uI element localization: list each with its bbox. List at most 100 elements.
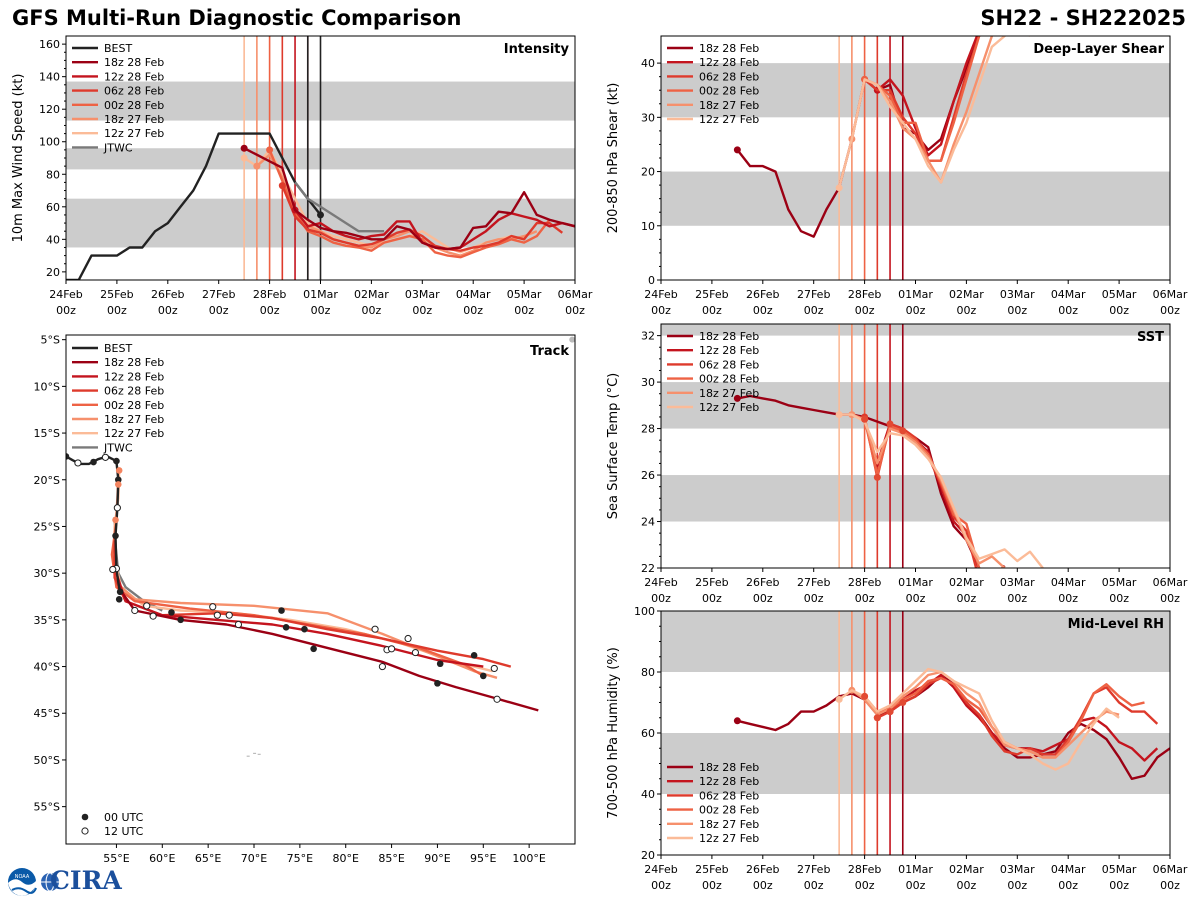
- x-tick-sublabel: 00z: [753, 304, 773, 317]
- x-tick-label: 27Feb: [797, 576, 830, 589]
- x-tick-sublabel: 00z: [957, 304, 977, 317]
- legend-label: 00 UTC: [104, 811, 144, 824]
- series-00z-28-feb: [864, 36, 981, 162]
- track-point-00utc: [470, 652, 478, 659]
- x-tick-label: 26Feb: [746, 288, 779, 301]
- series-marker: [861, 692, 869, 700]
- legend-label: 00z 28 Feb: [699, 804, 759, 817]
- series-18z-27-feb: [851, 670, 1120, 759]
- cira-logo-text: CIRA: [50, 866, 122, 895]
- legend-label: 18z 28 Feb: [104, 356, 164, 369]
- x-tick-label: 05Mar: [1102, 576, 1137, 589]
- track-point-12utc: [143, 602, 151, 610]
- x-tick-label: 27Feb: [797, 288, 830, 301]
- x-tick-sublabel: 00z: [1109, 592, 1129, 605]
- x-tick-label: 03Mar: [405, 288, 440, 301]
- series-marker: [861, 415, 869, 423]
- track-point-00utc: [116, 588, 124, 596]
- x-tick-label: 02Mar: [354, 288, 389, 301]
- track-point-12utc: [109, 565, 117, 574]
- legend-bg: [68, 340, 178, 355]
- series-00z-28-feb: [268, 149, 551, 259]
- panel-rh: 20 40 60 80 100 24Feb 00z 25Feb 00z 26Feb 00z 27Feb…: [606, 605, 1188, 892]
- x-tick-sublabel: 00z: [906, 879, 926, 892]
- x-tick-label: 24Feb: [49, 288, 82, 301]
- x-tick-label: 27Feb: [797, 863, 830, 876]
- x-tick-sublabel: 00z: [1058, 304, 1078, 317]
- series-marker: [733, 146, 741, 154]
- x-tick-sublabel: 00z: [463, 304, 483, 317]
- x-tick-label: 03Mar: [1000, 576, 1035, 589]
- noaa-logo-icon: NOAA: [8, 868, 37, 896]
- series-marker: [240, 144, 248, 152]
- x-tick-sublabel: 00z: [1007, 304, 1027, 317]
- legend-label: 00z 28 Feb: [104, 99, 164, 112]
- panel-title: Track: [530, 344, 569, 359]
- x-tick-sublabel: 00z: [209, 304, 229, 317]
- track-point-12utc: [113, 504, 121, 512]
- x-tick-sublabel: 00z: [1109, 304, 1129, 317]
- x-tick-sublabel: 00z: [1007, 879, 1027, 892]
- x-tick-label: 01Mar: [898, 288, 933, 301]
- x-tick-label: 03Mar: [1000, 288, 1035, 301]
- track-18z-28-feb: [117, 586, 539, 712]
- shaded-band: [661, 63, 1170, 118]
- y-tick-label: 100: [39, 136, 60, 149]
- y-axis-label: 10m Max Wind Speed (kt): [11, 74, 26, 243]
- series-18z-28-feb: [243, 147, 575, 251]
- legend-bg: [68, 354, 178, 369]
- series-06z-28-feb: [876, 676, 1159, 756]
- x-tick-sublabel: 00z: [107, 304, 127, 317]
- x-tick-label: 25Feb: [695, 863, 728, 876]
- y-tick-label: 32: [641, 330, 655, 343]
- legend-label: 06z 28 Feb: [699, 358, 759, 371]
- y-tick-label: 140: [39, 71, 60, 84]
- legend-label: BEST: [104, 342, 132, 355]
- track-point-12utc: [490, 664, 498, 673]
- x-tick-sublabel: 00z: [804, 592, 824, 605]
- x-tick-sublabel: 00z: [804, 304, 824, 317]
- x-tick-label: 01Mar: [898, 863, 933, 876]
- legend-label: 18z 28 Feb: [699, 330, 759, 343]
- track-point-12utc: [209, 603, 217, 611]
- x-tick-sublabel: 00z: [1160, 592, 1180, 605]
- y-tick-label: 80: [641, 666, 655, 679]
- x-tick-label: 24Feb: [644, 576, 677, 589]
- x-tick-sublabel: 00z: [1058, 592, 1078, 605]
- y-tick-label: 20°S: [34, 474, 60, 487]
- x-tick-label: 05Mar: [507, 288, 542, 301]
- map-area: [66, 336, 575, 757]
- x-tick-label: 100°E: [512, 852, 545, 865]
- legend-label: 18z 27 Feb: [699, 99, 759, 112]
- panel-intensity: 20 40 60 80 100 120 140 160 24Feb 00z 25Feb 00z 26Fe…: [11, 35, 593, 317]
- panel-title: Mid-Level RH: [1068, 617, 1164, 632]
- legend-label: 00z 28 Feb: [104, 399, 164, 412]
- y-tick-label: 5°S: [41, 334, 60, 347]
- track-point-00utc: [310, 645, 317, 653]
- x-tick-label: 26Feb: [151, 288, 184, 301]
- y-tick-label: 28: [641, 423, 655, 436]
- y-tick-label: 26: [641, 469, 655, 482]
- legend-bg: [68, 382, 178, 397]
- x-tick-label: 05Mar: [1102, 863, 1137, 876]
- track-point-12utc: [74, 459, 82, 467]
- legend-label: 18z 27 Feb: [104, 113, 164, 126]
- x-tick-sublabel: 00z: [158, 304, 178, 317]
- legend-label: 12z 28 Feb: [104, 370, 164, 383]
- x-tick-label: 06Mar: [1153, 288, 1188, 301]
- y-tick-label: 20: [641, 166, 655, 179]
- legend-label: 12z 28 Feb: [699, 775, 759, 788]
- track-point-12utc: [131, 606, 139, 615]
- x-tick-sublabel: 00z: [1160, 304, 1180, 317]
- x-tick-sublabel: 00z: [702, 592, 722, 605]
- series-marker: [873, 714, 881, 722]
- map-speck: [569, 336, 575, 343]
- y-tick-label: 45°S: [34, 707, 60, 720]
- x-tick-label: 03Mar: [1000, 863, 1035, 876]
- track-point-12utc: [411, 648, 420, 657]
- track-point-00utc: [115, 596, 123, 603]
- track-point-00utc: [168, 609, 175, 616]
- track-point-00utc: [282, 624, 290, 631]
- cira-logo: NOAA CIRA: [6, 866, 122, 898]
